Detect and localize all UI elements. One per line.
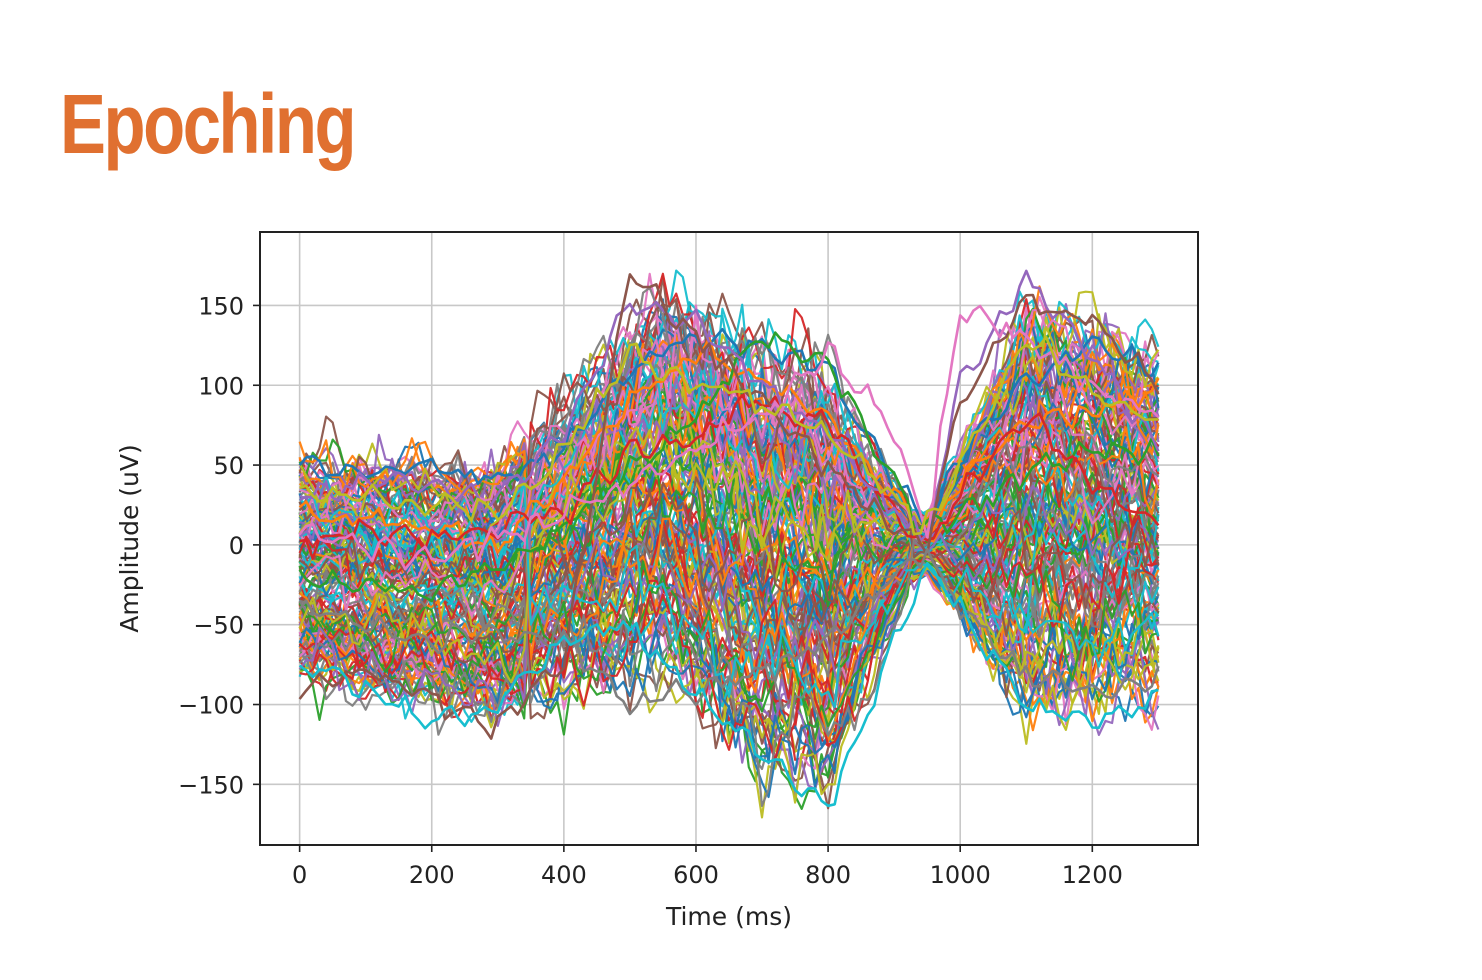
- plot-frame: [259, 231, 1199, 846]
- series-line-2: [298, 331, 1160, 603]
- series-lines: [298, 269, 1160, 808]
- x-tick-label: 1000: [930, 861, 991, 889]
- series-line-6: [298, 304, 1160, 571]
- series-line-7: [298, 547, 1160, 716]
- y-tick-label: 0: [229, 532, 244, 560]
- x-tick-label: 800: [805, 861, 851, 889]
- trial-line: [299, 323, 1160, 622]
- x-tick-label: 400: [541, 861, 587, 889]
- slide-title: Epoching: [60, 77, 357, 171]
- trial-line: [298, 304, 1160, 617]
- y-tick-label: −150: [178, 771, 244, 799]
- trial-line: [298, 477, 1160, 709]
- x-tick-label: 200: [409, 861, 455, 889]
- series-line-0: [298, 327, 1160, 534]
- x-tick-label: 1200: [1062, 861, 1123, 889]
- y-tick-label: −50: [193, 612, 244, 640]
- trial-line: [298, 314, 1159, 645]
- series-line-4: [299, 269, 1160, 542]
- series-line-9: [298, 561, 1159, 808]
- x-tick-label: 600: [673, 861, 719, 889]
- trial-line: [298, 404, 1160, 807]
- x-tick-label: 0: [292, 861, 307, 889]
- trial-line: [298, 307, 1160, 573]
- y-tick-label: 150: [198, 292, 244, 320]
- y-tick-label: 50: [213, 452, 244, 480]
- trial-line: [298, 514, 1159, 761]
- trial-line: [298, 556, 1159, 729]
- series-line-8: [299, 335, 1159, 536]
- trial-lines: [298, 269, 1160, 819]
- y-tick-label: −100: [178, 692, 244, 720]
- trial-line: [299, 269, 1160, 654]
- axis-ticks: 0 200 400 600 800 1000 1200 −150 −100 −50 0 50 100 15…: [178, 292, 1123, 889]
- series-line-3: [299, 393, 1160, 560]
- y-tick-label: 100: [198, 372, 244, 400]
- trial-line: [299, 368, 1160, 550]
- series-line-1: [298, 337, 1160, 554]
- x-axis-label: Time (ms): [665, 902, 792, 931]
- y-axis-label: Amplitude (uV): [115, 444, 144, 633]
